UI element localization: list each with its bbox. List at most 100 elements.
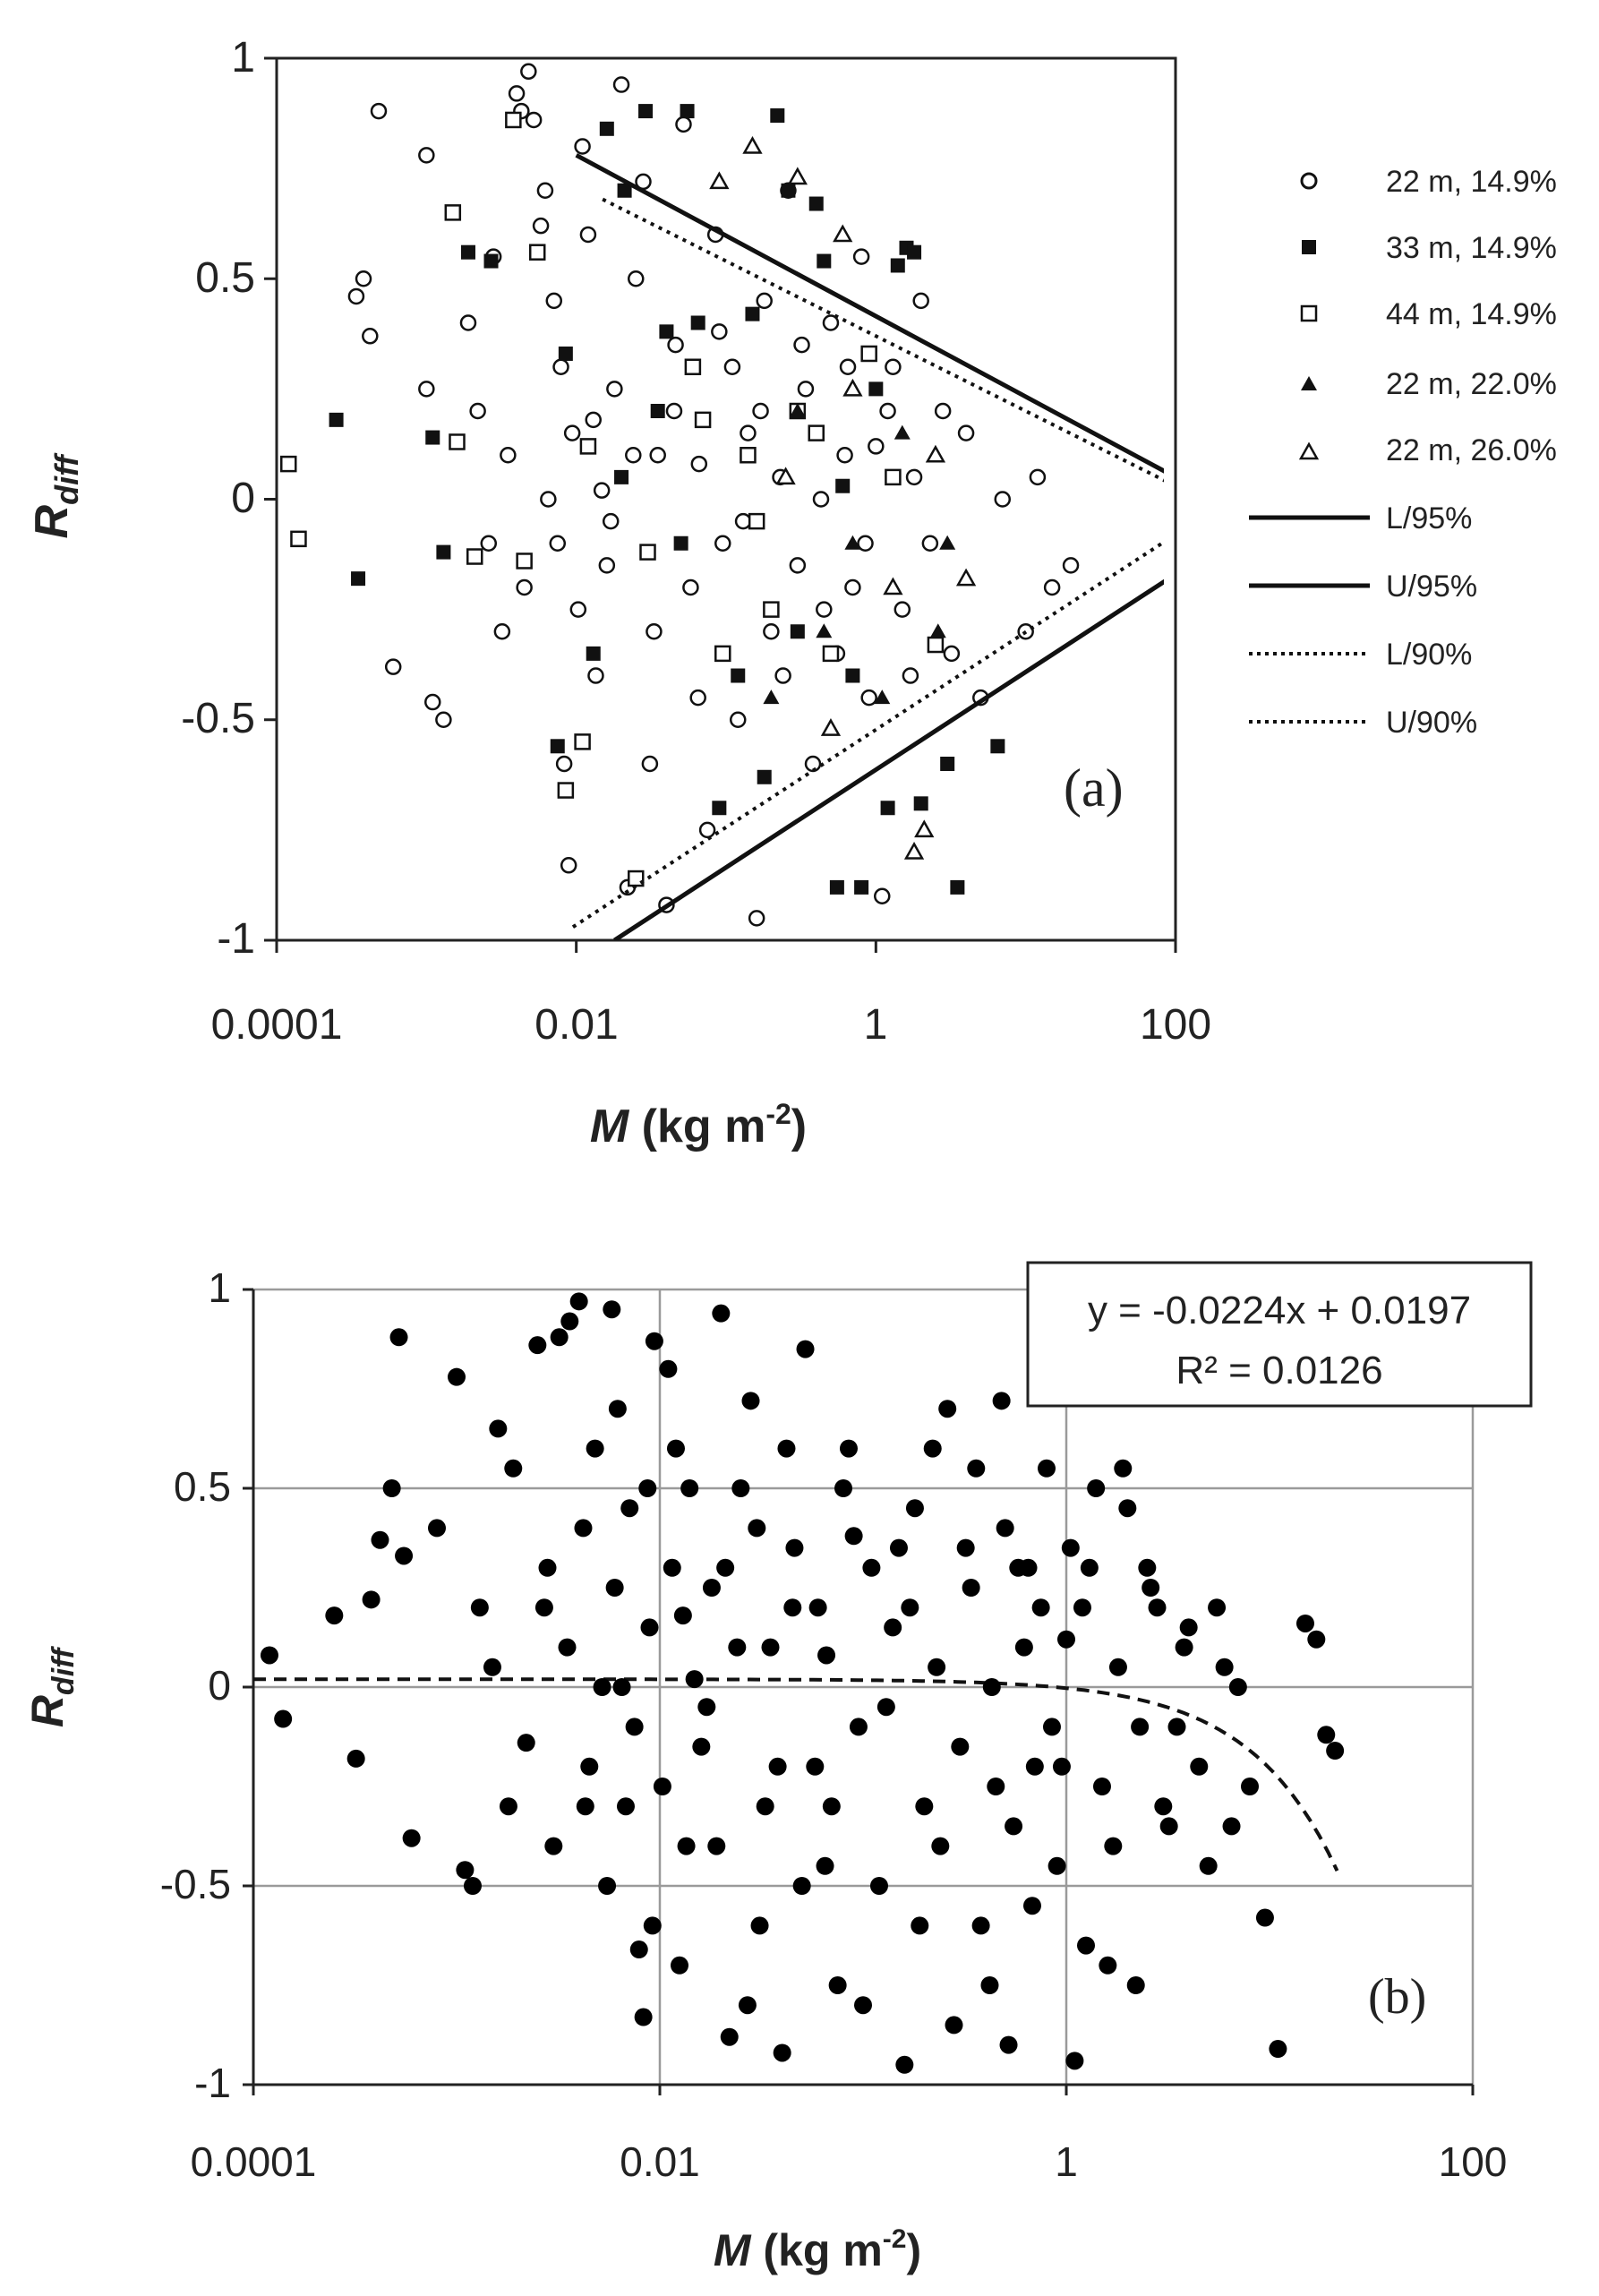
chart-a-point-s0-27 [579, 226, 597, 244]
chart-b-point-160 [1208, 1598, 1227, 1617]
chart-a-point-s2-10 [684, 358, 702, 375]
chart-b-y-ticks [243, 1288, 253, 2086]
chart-b-point-138 [889, 1538, 908, 1557]
bound-line-u95 [575, 153, 1164, 474]
chart-b-point-29 [629, 1940, 648, 1959]
chart-a-point-s0-19 [536, 182, 554, 199]
chart-b-point-142 [967, 1459, 986, 1478]
chart-b-point-45 [761, 1638, 780, 1657]
chart-b-point-154 [1114, 1459, 1133, 1478]
chart-a-point-s2-6 [516, 553, 533, 570]
chart-b-x-tick-label-2: 1 [1055, 2138, 1078, 2185]
chart-a-point-s3-7 [763, 690, 780, 705]
chart-a-point-s0-78 [1043, 578, 1061, 596]
chart-a-point-s2-11 [714, 645, 731, 663]
chart-b-point-148 [1031, 1598, 1050, 1617]
chart-b-point-5 [371, 1530, 389, 1549]
chart-a-point-s4-0 [742, 135, 763, 154]
chart-a-point-s2-4 [466, 548, 483, 565]
chart-b-point-84 [1255, 1908, 1274, 1927]
chart-b-point-159 [1190, 1757, 1209, 1776]
legend-marker-triangle-filled [1301, 376, 1317, 390]
chart-b-point-28 [620, 1499, 639, 1518]
trendline-path [253, 1677, 1339, 1872]
chart-b-trendline [253, 1677, 1339, 1872]
chart-b-point-108 [1073, 1598, 1091, 1617]
chart-a-point-s0-16 [520, 63, 537, 81]
chart-b-point-109 [1104, 1837, 1123, 1855]
chart-a-point-s1-14 [731, 668, 746, 683]
chart-a-point-s1-26 [950, 879, 965, 895]
chart-a-point-s0-82 [540, 491, 557, 508]
chart-b-point-27 [608, 1400, 627, 1418]
chart-a-point-s2-5 [505, 111, 522, 129]
chart-b-point-51 [828, 1976, 847, 1994]
chart-a-point-s2-2 [444, 204, 462, 221]
chart-a-point-s0-28 [587, 667, 604, 684]
chart-b-point-33 [653, 1778, 671, 1795]
chart-b-point-128 [716, 1558, 735, 1577]
chart-a-point-s1-9 [617, 183, 632, 198]
chart-b-point-137 [854, 1996, 872, 2015]
chart-a-point-s0-71 [934, 402, 952, 420]
chart-a-point-s2-8 [574, 733, 591, 750]
chart-a-point-s0-98 [879, 402, 896, 420]
chart-a-point-s2-7 [557, 782, 575, 799]
chart-a-point-s0-8 [435, 711, 452, 728]
chart-a-point-s3-5 [894, 424, 911, 440]
chart-a-point-s0-55 [797, 381, 815, 398]
chart-b-point-71 [1047, 1856, 1066, 1875]
chart-a-point-s1-6 [550, 739, 565, 754]
chart-a-point-s0-47 [729, 711, 747, 728]
chart-b-point-130 [748, 1519, 766, 1538]
chart-a-point-s4-2 [833, 224, 853, 243]
chart-b-point-140 [923, 1439, 942, 1458]
chart-b-point-79 [1148, 1598, 1167, 1617]
chart-b-point-23 [576, 1797, 594, 1816]
chart-b-point-11 [448, 1367, 466, 1386]
chart-a-x-tick-label-3: 100 [1140, 1001, 1211, 1049]
chart-b-point-9 [402, 1829, 421, 1847]
chart-a-point-s0-84 [585, 411, 602, 429]
chart-b-point-88 [1317, 1726, 1336, 1744]
chart-a-point-s4-11 [925, 444, 946, 463]
chart-a-point-s0-39 [667, 336, 684, 354]
chart-a-point-s0-37 [649, 447, 666, 464]
chart-a-point-s1-2 [425, 430, 440, 445]
chart-a-x-ticks [275, 940, 1177, 953]
chart-b-point-151 [1076, 1936, 1095, 1955]
chart-a-point-s0-92 [752, 402, 769, 420]
chart-b-point-93 [625, 1718, 644, 1736]
chart-a-point-s1-1 [351, 571, 366, 587]
chart-b-point-48 [796, 1340, 815, 1358]
legend-label-7: L/90% [1386, 638, 1472, 672]
legend-marker-square-open [1300, 304, 1318, 322]
chart-b-point-16 [504, 1459, 523, 1478]
chart-b-point-129 [738, 1996, 757, 2015]
chart-b-point-145 [999, 2035, 1018, 2054]
chart-a-point-s0-99 [902, 667, 919, 684]
chart-b-point-117 [544, 1837, 563, 1855]
chart-a-point-s0-75 [994, 491, 1011, 508]
chart-a-point-s0-89 [689, 689, 706, 707]
chart-a-point-s2-23 [748, 512, 765, 530]
chart-b-point-47 [785, 1538, 804, 1557]
chart-a-point-s0-91 [734, 512, 752, 530]
chart-b-x-axis-label: M (kg m-2) [714, 2224, 921, 2275]
chart-b-point-36 [677, 1837, 696, 1855]
chart-a-point-s0-77 [1029, 468, 1047, 486]
chart-b-point-67 [1005, 1817, 1023, 1836]
chart-a-point-s2-22 [694, 411, 712, 429]
chart-a-point-s0-63 [860, 689, 877, 707]
chart-b-point-35 [666, 1439, 685, 1458]
chart-b-point-12 [456, 1861, 475, 1880]
chart-b-point-22 [569, 1292, 588, 1311]
chart-a-point-s0-29 [593, 482, 611, 499]
legend-label-4: 22 m, 26.0% [1386, 433, 1557, 467]
chart-a-y-tick-label-0: -1 [217, 915, 255, 963]
chart-b-point-19 [538, 1558, 557, 1577]
chart-a-point-s0-49 [748, 910, 765, 927]
chart-b-point-30 [634, 2008, 653, 2026]
chart-b-point-90 [558, 1638, 577, 1657]
chart-a-point-s1-17 [781, 183, 796, 198]
